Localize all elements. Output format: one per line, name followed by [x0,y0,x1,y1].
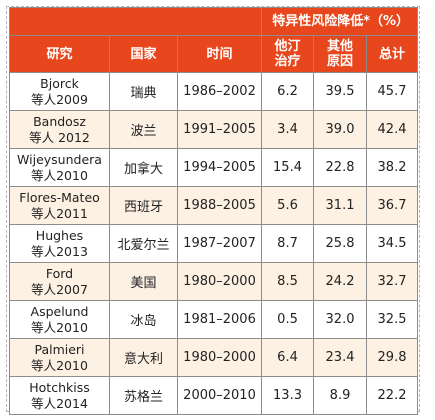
other-cell: 32.0 [313,300,368,339]
study-etal: 等人2013 [31,243,88,259]
risk-reduction-group-header: 特异性风险降低*（%） [261,7,419,36]
total-cell: 45.7 [366,72,419,111]
study-etal: 等人2014 [31,395,88,411]
period-cell: 1991–2005 [176,110,263,149]
period-cell: 1988–2005 [176,186,263,225]
period-cell: 1987–2007 [176,224,263,263]
study-author: Aspelund [30,303,89,319]
col-header-other: 其他 原因 [313,35,368,73]
other-cell: 31.1 [313,186,368,225]
study-cell: Ford 等人2007 [9,262,110,301]
statin-cell: 8.5 [261,262,315,301]
country-cell: 加拿大 [109,148,178,187]
total-cell: 36.7 [366,186,419,225]
country-cell: 意大利 [109,338,178,377]
other-cell: 22.8 [313,148,368,187]
study-cell: Bandosz 等人 2012 [9,110,110,149]
country-cell: 苏格兰 [109,376,178,415]
col-header-statin: 他汀 治疗 [261,35,315,73]
study-author: Wijeysundera [17,151,102,167]
study-cell: Hotchkiss 等人2014 [9,376,110,415]
other-cell: 23.4 [313,338,368,377]
statin-cell: 15.4 [261,148,315,187]
col-header-country: 国家 [109,35,178,73]
table-row: Bjorck 等人2009 瑞典 1986–2002 6.2 39.5 45.7 [9,72,419,111]
other-cell: 8.9 [313,376,368,415]
study-author: Bjorck [40,75,79,91]
study-author: Hughes [35,227,84,243]
study-cell: Flores-Mateo 等人2011 [9,186,110,225]
other-cell: 24.2 [313,262,368,301]
col-header-other-line1: 其他 [327,39,354,54]
study-author: Flores-Mateo [19,189,100,205]
col-header-other-line2: 原因 [327,54,354,69]
table-row: Bandosz 等人 2012 波兰 1991–2005 3.4 39.0 42… [9,110,419,149]
study-author: Ford [45,265,74,281]
statin-cell: 8.7 [261,224,315,263]
table-row: Palmieri 等人2010 意大利 1980–2000 6.4 23.4 2… [9,338,419,377]
statin-cell: 13.3 [261,376,315,415]
study-author: Bandosz [33,113,86,129]
study-cell: Aspelund 等人2010 [9,300,110,339]
study-etal: 等人2010 [31,167,88,183]
study-etal: 等人2007 [31,281,88,297]
col-header-study: 研究 [9,35,110,73]
total-cell: 34.5 [366,224,419,263]
total-cell: 22.2 [366,376,419,415]
period-cell: 1986–2002 [176,72,263,111]
study-etal: 等人2011 [31,205,88,221]
study-cell: Bjorck 等人2009 [9,72,110,111]
period-cell: 2000–2010 [176,376,263,415]
statin-cell: 6.2 [261,72,315,111]
study-cell: Palmieri 等人2010 [9,338,110,377]
table-row: Aspelund 等人2010 冰岛 1981–2006 0.5 32.0 32… [9,300,419,339]
statin-cell: 5.6 [261,186,315,225]
total-cell: 42.4 [366,110,419,149]
header-spacer [8,7,263,36]
table-row: Hughes 等人2013 北爱尔兰 1987–2007 8.7 25.8 34… [9,224,419,263]
period-cell: 1994–2005 [176,148,263,187]
country-cell: 瑞典 [109,72,178,111]
risk-reduction-table: 特异性风险降低*（%） 研究 国家 时间 他汀 治疗 其他 原因 总计 [8,7,419,415]
table-row: Ford 等人2007 美国 1980–2000 8.5 24.2 32.7 [9,262,419,301]
col-header-statin-line1: 他汀 [274,39,301,54]
study-cell: Wijeysundera 等人2010 [9,148,110,187]
statin-cell: 3.4 [261,110,315,149]
study-etal: 等人2010 [31,357,88,373]
table-row: Wijeysundera 等人2010 加拿大 1994–2005 15.4 2… [9,148,419,187]
country-cell: 波兰 [109,110,178,149]
total-cell: 29.8 [366,338,419,377]
study-author: Hotchkiss [29,379,90,395]
table-row: Hotchkiss 等人2014 苏格兰 2000–2010 13.3 8.9 … [9,376,419,415]
other-cell: 39.5 [313,72,368,111]
col-header-statin-line2: 治疗 [274,54,301,69]
country-cell: 美国 [109,262,178,301]
total-cell: 38.2 [366,148,419,187]
statin-cell: 0.5 [261,300,315,339]
country-cell: 西班牙 [109,186,178,225]
total-cell: 32.5 [366,300,419,339]
period-cell: 1981–2006 [176,300,263,339]
country-cell: 北爱尔兰 [109,224,178,263]
study-etal: 等人2009 [31,91,88,107]
statin-cell: 6.4 [261,338,315,377]
study-etal: 等人2010 [31,319,88,335]
country-cell: 冰岛 [109,300,178,339]
table-frame: 特异性风险降低*（%） 研究 国家 时间 他汀 治疗 其他 原因 总计 [6,6,420,415]
col-header-period: 时间 [176,35,263,73]
table-row: Flores-Mateo 等人2011 西班牙 1988–2005 5.6 31… [9,186,419,225]
study-author: Palmieri [34,341,85,357]
col-header-total: 总计 [366,35,419,73]
total-cell: 32.7 [366,262,419,301]
study-etal: 等人 2012 [29,129,90,145]
period-cell: 1980–2000 [176,338,263,377]
study-cell: Hughes 等人2013 [9,224,110,263]
other-cell: 25.8 [313,224,368,263]
other-cell: 39.0 [313,110,368,149]
period-cell: 1980–2000 [176,262,263,301]
